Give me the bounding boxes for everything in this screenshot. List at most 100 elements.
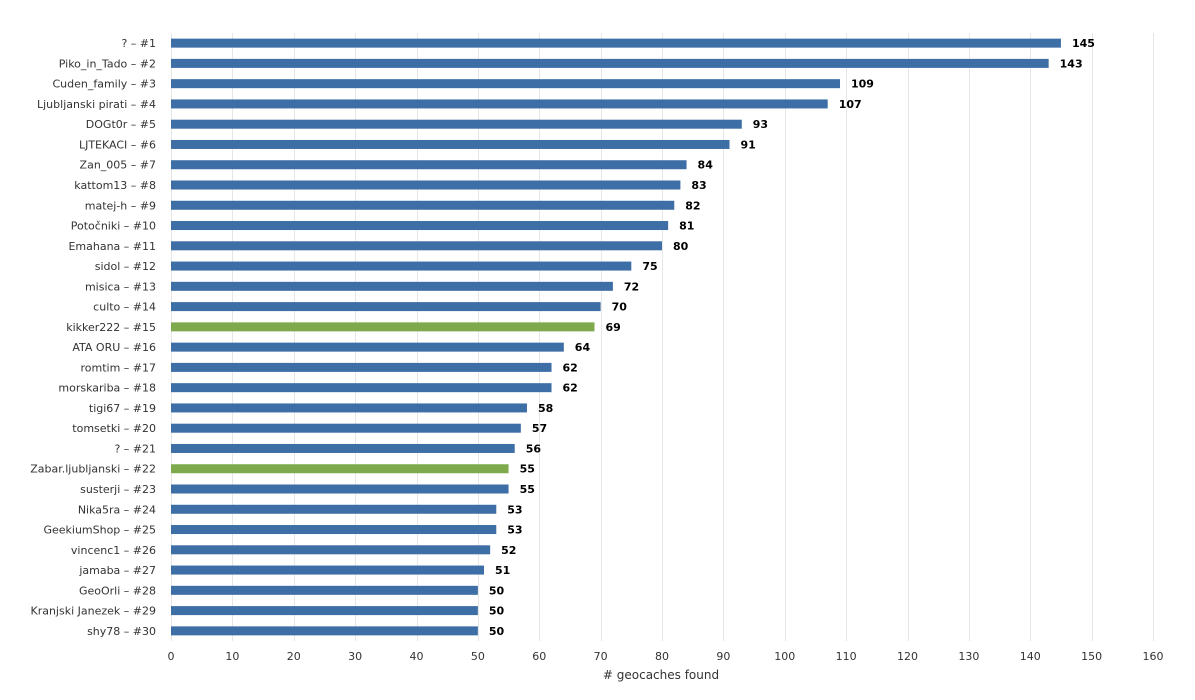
bar (171, 139, 730, 149)
category-labels: ? – #1 Piko_in_Tado – #2 Cuden_family – #3… (30, 37, 156, 638)
bar (171, 38, 1061, 48)
data-label: 50 (489, 625, 505, 638)
category-label: ? – #21 (114, 442, 156, 455)
category-label: susterji – #23 (80, 483, 156, 496)
bar (171, 180, 681, 190)
bar (171, 464, 509, 474)
x-tick-label: 130 (958, 650, 979, 663)
x-tick-label: 80 (655, 650, 669, 663)
x-tick-label: 10 (225, 650, 239, 663)
data-label: 70 (612, 301, 628, 314)
x-axis-title: # geocaches found (603, 668, 719, 682)
category-label: Emahana – #11 (68, 240, 156, 253)
x-tick-label: 30 (348, 650, 362, 663)
data-label: 80 (673, 240, 689, 253)
x-tick-label: 50 (471, 650, 485, 663)
data-label: 57 (532, 422, 547, 435)
data-label: 72 (624, 280, 639, 293)
data-label: 62 (563, 361, 578, 374)
data-label: 93 (753, 118, 768, 131)
category-label: Piko_in_Tado – #2 (59, 57, 156, 70)
category-label: GeekiumShop – #25 (43, 524, 156, 537)
bar (171, 626, 478, 636)
data-label: 50 (489, 584, 505, 597)
bar (171, 160, 687, 170)
data-label: 91 (741, 138, 756, 151)
data-label: 107 (839, 98, 862, 111)
bar (171, 362, 552, 372)
x-tick-label: 150 (1081, 650, 1102, 663)
data-label: 50 (489, 605, 505, 618)
category-label: Nika5ra – #24 (78, 503, 156, 516)
bar (171, 443, 515, 453)
category-label: tomsetki – #20 (72, 422, 156, 435)
category-label: Cuden_family – #3 (52, 78, 156, 91)
category-label: ATA ORU – #16 (72, 341, 156, 354)
bar (171, 119, 742, 129)
category-label: ? – #1 (121, 37, 156, 50)
category-label: sidol – #12 (95, 260, 156, 273)
bar (171, 58, 1049, 68)
x-tick-label: 100 (774, 650, 795, 663)
category-label: GeoOrli – #28 (79, 584, 156, 597)
category-label: Ljubljanski pirati – #4 (37, 98, 156, 111)
category-label: vincenc1 – #26 (71, 544, 156, 557)
category-label: matej-h – #9 (85, 199, 156, 212)
bar (171, 281, 613, 291)
data-label: 53 (507, 524, 522, 537)
x-tick-label: 110 (836, 650, 857, 663)
category-label: kattom13 – #8 (74, 179, 156, 192)
bar (171, 241, 662, 251)
data-label: 56 (526, 442, 542, 455)
data-label: 55 (520, 483, 535, 496)
bar (171, 383, 552, 393)
category-label: tigi67 – #19 (89, 402, 156, 415)
x-tick-label: 70 (594, 650, 608, 663)
bar (171, 525, 497, 535)
data-label: 55 (520, 463, 535, 476)
category-label: Kranjski Janezek – #29 (30, 605, 156, 618)
category-label: culto – #14 (93, 301, 156, 314)
category-label: Zan_005 – #7 (80, 159, 156, 172)
bar (171, 342, 564, 352)
data-label: 82 (685, 199, 700, 212)
x-tick-label: 40 (410, 650, 424, 663)
x-axis-ticks: 0 10 20 30 40 50 60 70 80 90 100 110 120 130 140 150 160 (168, 650, 1164, 663)
bar (171, 403, 527, 413)
bar (171, 261, 632, 271)
data-label: 81 (679, 220, 694, 233)
category-label: DOGt0r – #5 (86, 118, 156, 131)
category-label: Potočniki – #10 (71, 220, 156, 233)
bar (171, 484, 509, 494)
x-tick-label: 0 (168, 650, 175, 663)
x-tick-label: 60 (532, 650, 546, 663)
data-label: 145 (1072, 37, 1095, 50)
bar (171, 99, 828, 109)
data-label: 58 (538, 402, 553, 415)
data-label: 84 (698, 159, 714, 172)
data-label: 52 (501, 544, 516, 557)
category-label: jamaba – #27 (78, 564, 156, 577)
bar (171, 606, 478, 616)
bar (171, 504, 497, 514)
bar (171, 322, 595, 332)
bar (171, 200, 675, 210)
category-label: morskariba – #18 (58, 382, 156, 395)
bar (171, 221, 669, 231)
bar (171, 423, 521, 433)
data-label: 64 (575, 341, 591, 354)
data-label: 51 (495, 564, 510, 577)
bars-layer (171, 38, 1061, 636)
bar (171, 545, 491, 555)
x-tick-label: 120 (897, 650, 918, 663)
category-label: LJTEKACI – #6 (79, 138, 156, 151)
category-label: misica – #13 (85, 280, 156, 293)
category-label: Zabar.ljubljanski – #22 (30, 463, 156, 476)
data-label: 109 (851, 78, 874, 91)
data-label: 143 (1060, 57, 1083, 70)
data-label: 69 (605, 321, 620, 334)
x-tick-label: 160 (1143, 650, 1164, 663)
bar (171, 79, 840, 89)
